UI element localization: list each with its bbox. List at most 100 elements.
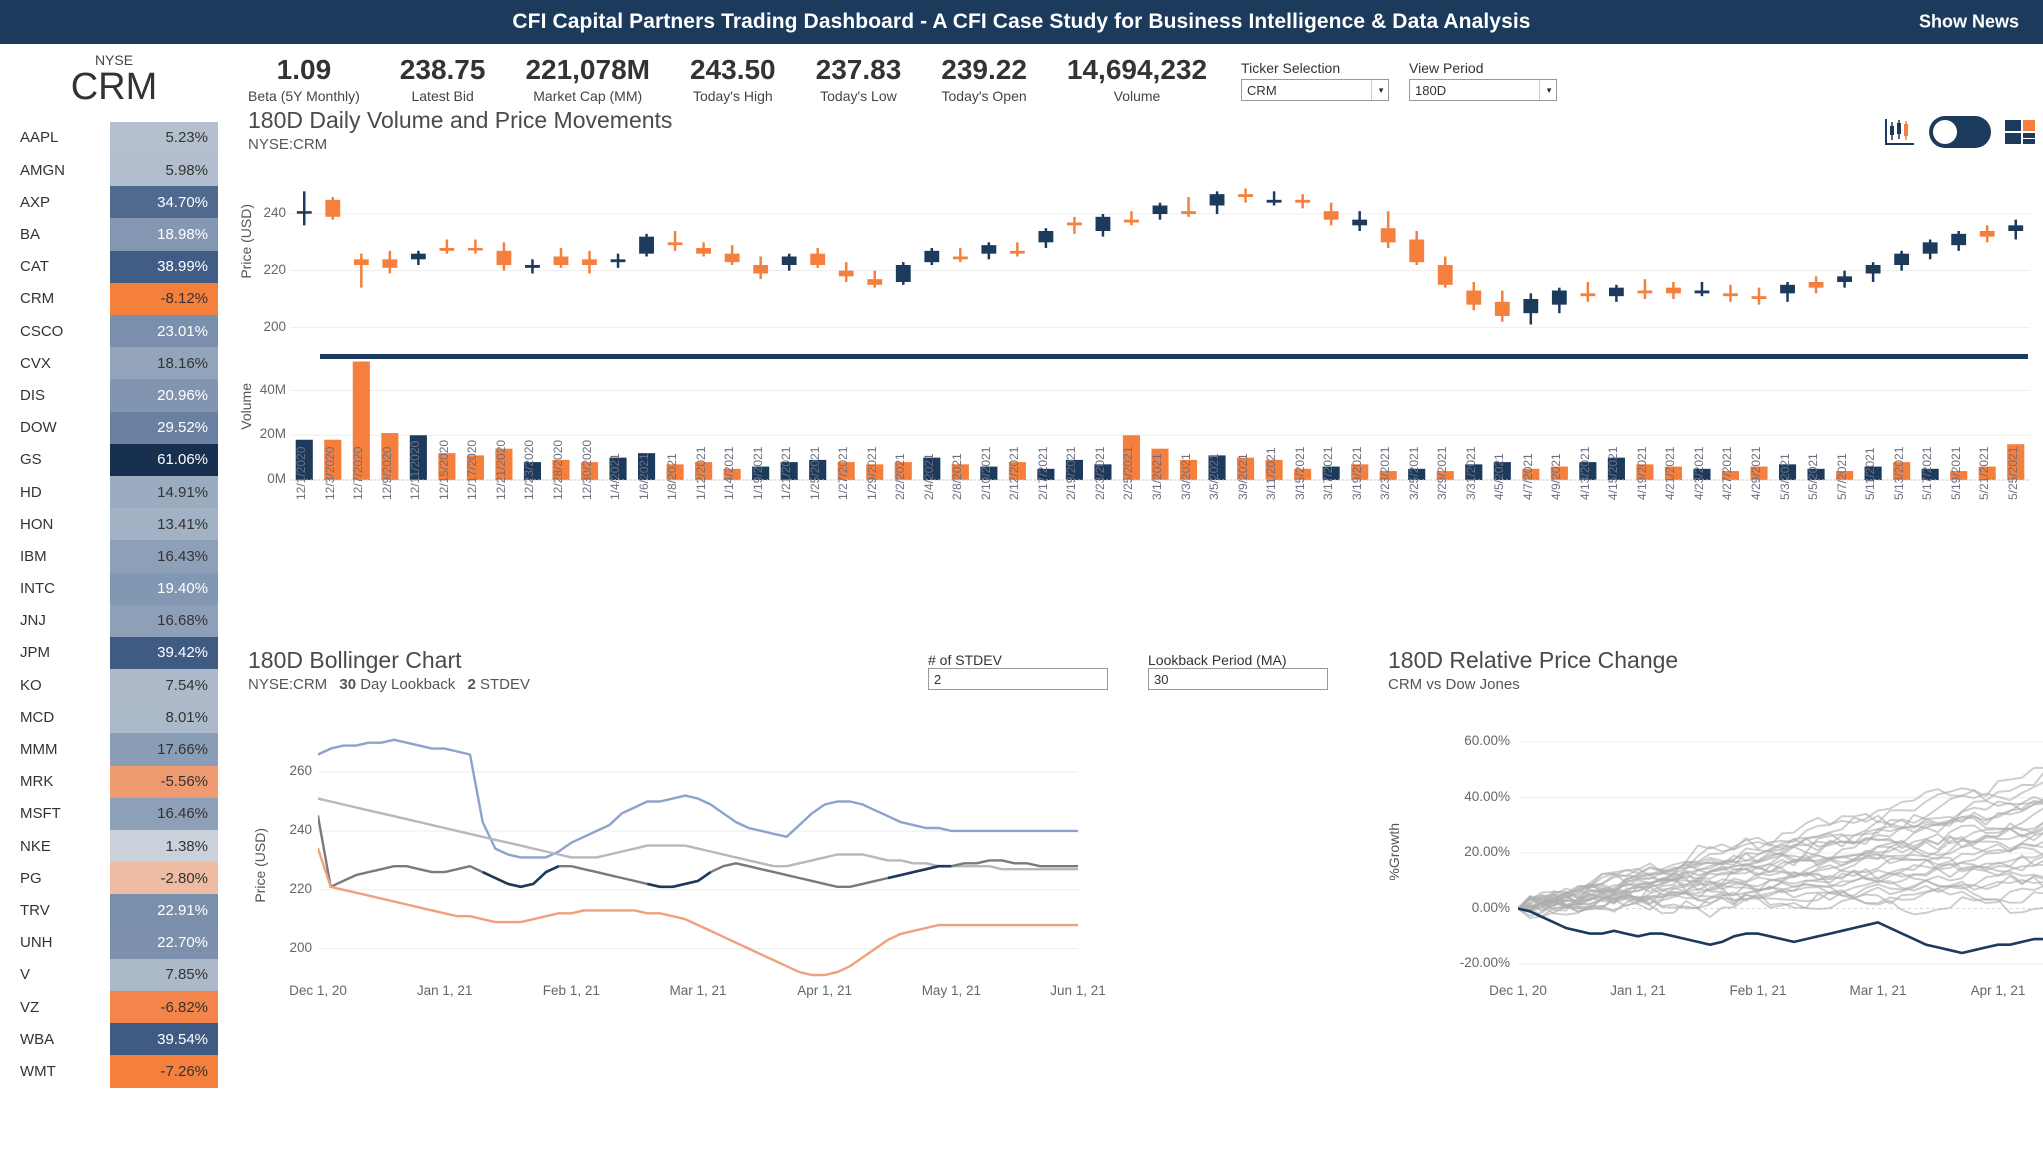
- axis-tick: Dec 1, 20: [289, 983, 347, 999]
- ticker-row[interactable]: AAPL 5.23%: [0, 121, 228, 155]
- ticker-change-value: 19.40%: [110, 572, 218, 605]
- ticker-row[interactable]: BA 18.98%: [0, 218, 228, 251]
- ticker-row[interactable]: JNJ 16.68%: [0, 604, 228, 637]
- axis-tick: Jan 1, 21: [1610, 983, 1666, 999]
- date-tick: 4/29/2021: [1749, 446, 1764, 501]
- ticker-row[interactable]: CRM -8.12%: [0, 282, 228, 316]
- date-tick: 1/27/2021: [836, 446, 851, 501]
- selector-period[interactable]: View Period 180D ▼: [1409, 60, 1558, 101]
- bollinger-inputs[interactable]: # of STDEV 2 Lookback Period (MA) 30: [928, 652, 1328, 691]
- chart-type-toggle[interactable]: [1929, 116, 1991, 149]
- ticker-change-value: 20.96%: [110, 379, 218, 412]
- ticker-symbol: AMGN: [20, 161, 65, 179]
- selector-ticker[interactable]: Ticker Selection CRM ▼: [1241, 60, 1390, 101]
- bollinger-symbol: NYSE:CRM: [248, 676, 328, 694]
- relative-lines: [1518, 741, 2043, 965]
- ticker-change-value: 1.38%: [110, 830, 218, 863]
- chevron-down-icon[interactable]: ▼: [1371, 80, 1385, 100]
- kpi-label: Beta (5Y Monthly): [248, 88, 360, 105]
- ticker-row[interactable]: VZ -6.82%: [0, 990, 228, 1024]
- ticker-change-value: -6.82%: [110, 990, 218, 1024]
- price-candles: [290, 188, 2030, 329]
- ticker-row[interactable]: AMGN 5.98%: [0, 154, 228, 187]
- date-tick: 2/8/2021: [950, 453, 965, 501]
- ticker-row[interactable]: MRK -5.56%: [0, 765, 228, 798]
- date-tick: 5/17/2021: [1920, 446, 1935, 501]
- ticker-symbol: CAT: [20, 258, 49, 276]
- date-tick: 12/21/2020: [493, 440, 508, 501]
- ticker-row[interactable]: TRV 22.91%: [0, 894, 228, 927]
- candlestick-icon[interactable]: [1885, 118, 1915, 146]
- ticker-row[interactable]: JPM 39.42%: [0, 636, 228, 670]
- selector-dropdown[interactable]: CRM ▼: [1241, 79, 1390, 101]
- page-title: CFI Capital Partners Trading Dashboard -…: [512, 10, 1531, 33]
- selector-group[interactable]: Ticker Selection CRM ▼ View Period 180D ▼: [1241, 54, 1558, 101]
- ticker-row[interactable]: DOW 29.52%: [0, 411, 228, 444]
- stdev-input[interactable]: 2: [928, 668, 1108, 691]
- ticker-change-value: -2.80%: [110, 862, 218, 895]
- ticker-change-value: -8.12%: [110, 282, 218, 316]
- ticker-row[interactable]: DIS 20.96%: [0, 379, 228, 412]
- date-tick: 3/9/2021: [1235, 453, 1250, 501]
- ticker-list[interactable]: AAPL 5.23% AMGN 5.98% AXP 34.70% BA 18.98% CAT 38…: [0, 121, 228, 1088]
- axis-tick: 0M: [267, 471, 286, 487]
- date-tick: 1/4/2021: [608, 453, 623, 501]
- ticker-row[interactable]: PG -2.80%: [0, 862, 228, 895]
- kpi-card: 243.50 Today's High: [690, 54, 776, 104]
- ticker-row[interactable]: WMT -7.26%: [0, 1055, 228, 1088]
- show-news-button[interactable]: Show News: [1918, 11, 2019, 32]
- ticker-sidebar: NYSE CRM AAPL 5.23% AMGN 5.98% AXP 34.70% BA 18…: [0, 44, 228, 1153]
- ticker-row[interactable]: INTC 19.40%: [0, 572, 228, 605]
- ticker-row[interactable]: KO 7.54%: [0, 669, 228, 702]
- relative-chart: %Growth -20.00% 0.00% 20.00% 40.00% 60.00% D…: [1368, 728, 2043, 1058]
- ticker-row[interactable]: HON 13.41%: [0, 508, 228, 541]
- ticker-row[interactable]: GS 61.06%: [0, 443, 228, 476]
- chevron-down-icon[interactable]: ▼: [1539, 80, 1553, 100]
- ticker-row[interactable]: HD 14.91%: [0, 475, 228, 509]
- ticker-row[interactable]: UNH 22.70%: [0, 926, 228, 959]
- ticker-row[interactable]: MMM 17.66%: [0, 733, 228, 766]
- price-chart: Price (USD) 200 220 240: [228, 180, 2043, 350]
- ticker-row[interactable]: CAT 38.99%: [0, 250, 228, 283]
- date-tick: 4/7/2021: [1520, 453, 1535, 501]
- ticker-row[interactable]: MCD 8.01%: [0, 701, 228, 734]
- ticker-symbol: BA: [20, 226, 41, 244]
- ticker-change-value: 18.98%: [110, 218, 218, 251]
- date-tick: 12/15/2020: [436, 440, 451, 501]
- bollinger-stdev-value: 2: [467, 676, 476, 694]
- app-header: CFI Capital Partners Trading Dashboard -…: [0, 0, 2043, 44]
- date-tick: 1/6/2021: [636, 453, 651, 501]
- kpi-label: Volume: [1113, 88, 1161, 105]
- date-tick: 12/3/2020: [322, 446, 337, 501]
- date-tick: 3/3/2021: [1178, 453, 1193, 501]
- date-tick: 2/19/2021: [1064, 446, 1079, 501]
- ticker-row[interactable]: AXP 34.70%: [0, 186, 228, 219]
- date-tick: 4/13/2021: [1577, 446, 1592, 501]
- ticker-row[interactable]: CVX 18.16%: [0, 347, 228, 380]
- bottom-charts-row: 180D Bollinger Chart NYSE:CRM 30 Day Loo…: [228, 647, 2043, 1068]
- selector-dropdown[interactable]: 180D ▼: [1409, 79, 1558, 101]
- selector-label: View Period: [1409, 60, 1484, 76]
- axis-tick: Jun 1, 21: [1050, 983, 1106, 999]
- chart-view-controls[interactable]: [1885, 116, 2035, 149]
- ticker-row[interactable]: WBA 39.54%: [0, 1023, 228, 1056]
- ticker-row[interactable]: NKE 1.38%: [0, 830, 228, 863]
- ticker-change-value: 16.68%: [110, 604, 218, 637]
- kpi-value: 237.83: [815, 54, 902, 85]
- date-tick: 4/27/2021: [1720, 446, 1735, 501]
- ticker-row[interactable]: CSCO 23.01%: [0, 315, 228, 348]
- relative-title: 180D Relative Price Change: [1388, 647, 1679, 674]
- ticker-row[interactable]: MSFT 16.46%: [0, 797, 228, 831]
- date-tick: 5/5/2021: [1806, 453, 1821, 501]
- date-tick: 1/19/2021: [750, 446, 765, 501]
- grid-layout-icon[interactable]: [2005, 118, 2035, 146]
- lookback-input[interactable]: 30: [1148, 668, 1328, 691]
- kpi-card: 239.22 Today's Open: [941, 54, 1027, 104]
- ticker-row[interactable]: V 7.85%: [0, 958, 228, 991]
- axis-tick: 260: [289, 763, 312, 779]
- ticker-symbol: MMM: [20, 741, 58, 759]
- ticker-row[interactable]: IBM 16.43%: [0, 540, 228, 573]
- relative-subtitle: CRM vs Dow Jones: [1388, 676, 1520, 694]
- ticker-symbol: TRV: [20, 901, 50, 919]
- ticker-change-value: 8.01%: [110, 701, 218, 734]
